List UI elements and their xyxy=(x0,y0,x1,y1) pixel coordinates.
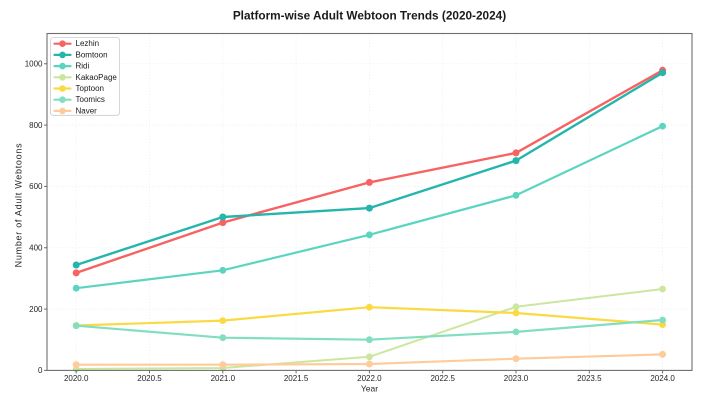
svg-text:600: 600 xyxy=(29,182,43,191)
svg-text:Ridi: Ridi xyxy=(76,62,90,71)
svg-text:2021.0: 2021.0 xyxy=(211,374,236,383)
svg-text:Toptoon: Toptoon xyxy=(76,84,104,93)
svg-text:Year: Year xyxy=(361,384,378,394)
svg-text:2022.5: 2022.5 xyxy=(430,374,455,383)
svg-text:Platform-wise Adult Webtoon Tr: Platform-wise Adult Webtoon Trends (2020… xyxy=(233,9,506,23)
svg-text:Toomics: Toomics xyxy=(76,95,105,104)
svg-text:Bomtoon: Bomtoon xyxy=(76,50,108,59)
svg-text:2023.5: 2023.5 xyxy=(577,374,602,383)
svg-text:2023.0: 2023.0 xyxy=(504,374,529,383)
svg-text:800: 800 xyxy=(29,121,43,130)
svg-text:2024.0: 2024.0 xyxy=(650,374,675,383)
svg-text:2021.5: 2021.5 xyxy=(284,374,309,383)
svg-text:400: 400 xyxy=(29,243,43,252)
svg-text:Lezhin: Lezhin xyxy=(76,39,100,48)
svg-text:KakaoPage: KakaoPage xyxy=(76,73,118,82)
svg-text:2020.5: 2020.5 xyxy=(137,374,162,383)
svg-text:1000: 1000 xyxy=(25,59,43,68)
svg-text:2020.0: 2020.0 xyxy=(64,374,89,383)
svg-text:Number of Adult Webtoons: Number of Adult Webtoons xyxy=(14,143,24,268)
svg-text:0: 0 xyxy=(38,366,43,375)
svg-text:Naver: Naver xyxy=(76,106,98,115)
svg-text:200: 200 xyxy=(29,305,43,314)
svg-text:2022.0: 2022.0 xyxy=(357,374,382,383)
